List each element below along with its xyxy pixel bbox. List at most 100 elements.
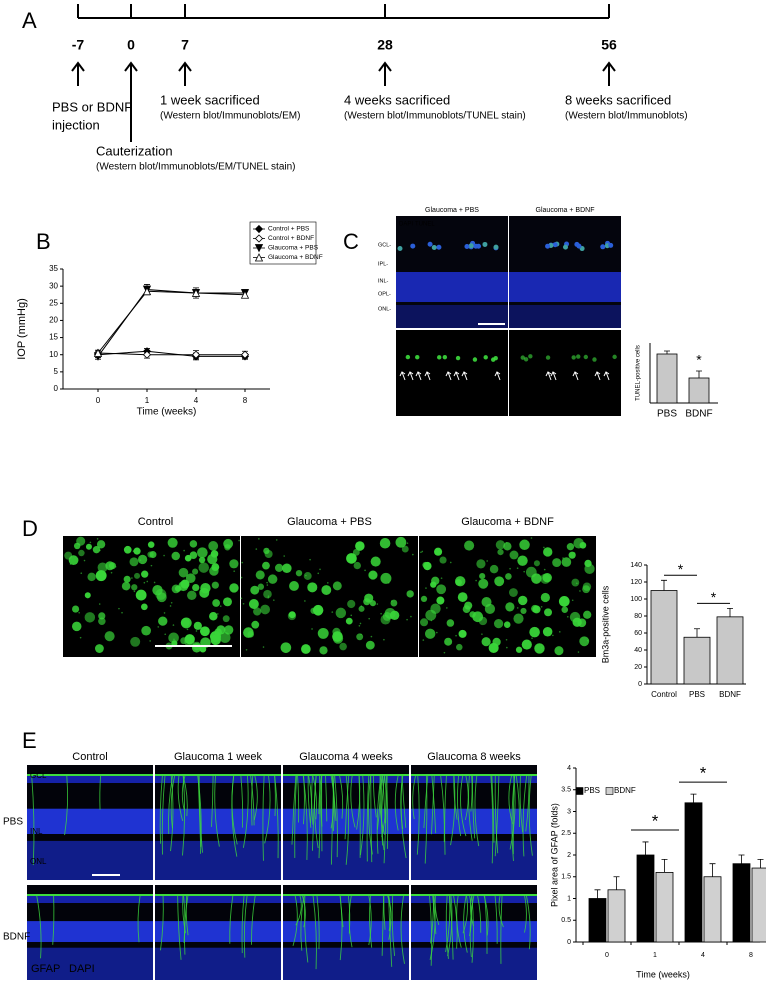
gfap-fiber xyxy=(469,894,475,958)
speck xyxy=(562,557,564,559)
speck xyxy=(540,605,543,608)
bar xyxy=(636,854,655,943)
speck xyxy=(420,551,422,554)
gfap-fiber xyxy=(229,894,234,944)
rgc-cell xyxy=(185,573,196,584)
rgc-cell xyxy=(71,621,82,632)
gfap-fiber xyxy=(453,894,458,949)
y-tick-label: 140 xyxy=(630,562,642,569)
rgc-cell xyxy=(168,632,179,644)
cell xyxy=(563,244,569,250)
rgc-cell xyxy=(352,548,360,556)
rgc-cell xyxy=(280,642,292,653)
rgc-cell xyxy=(68,555,79,566)
rgc-cell xyxy=(209,612,218,621)
gfap-fiber xyxy=(494,894,498,944)
gfap-fiber xyxy=(369,894,373,948)
gfap-fiber xyxy=(302,774,305,825)
error-bar xyxy=(709,863,716,877)
rgc-cell xyxy=(582,585,591,594)
error-bar xyxy=(661,579,667,591)
rgc-cell xyxy=(444,637,453,646)
gfap-fiber xyxy=(460,774,467,837)
rgc-cell xyxy=(505,602,515,612)
x-tick-label: 8 xyxy=(243,396,248,405)
x-tick-label: BDNF xyxy=(719,690,741,699)
gfap-fiber xyxy=(491,774,495,843)
speck xyxy=(114,566,117,568)
gfap-fiber xyxy=(99,774,102,810)
panel-label: A xyxy=(22,8,37,33)
rgc-cell xyxy=(561,606,569,614)
rgc-cell xyxy=(364,593,374,603)
speck xyxy=(110,571,113,574)
speck xyxy=(449,561,452,564)
speck xyxy=(410,615,412,618)
speck xyxy=(132,550,135,552)
speck xyxy=(317,572,320,575)
rgc-cell xyxy=(339,642,347,651)
bar xyxy=(684,802,703,943)
inl-layer xyxy=(155,808,281,834)
gfap-fiber xyxy=(331,774,337,821)
rgc-cell xyxy=(262,561,270,570)
arrow xyxy=(461,371,468,381)
tunel-cell xyxy=(523,357,529,362)
speck xyxy=(406,618,408,621)
speck xyxy=(157,626,160,628)
gfap-fiber xyxy=(462,894,468,934)
rgc-cell xyxy=(379,537,391,549)
rgc-cell xyxy=(508,588,518,597)
series-line xyxy=(97,289,245,357)
rgc-cell xyxy=(513,613,524,624)
gfap-fiber xyxy=(483,894,489,936)
gfap-fiber xyxy=(528,774,533,856)
gfap-fiber xyxy=(412,774,417,820)
rgc-cell xyxy=(347,599,356,609)
rgc-cell xyxy=(457,592,468,602)
speck xyxy=(446,607,448,609)
rgc-cell xyxy=(140,603,148,611)
speck xyxy=(186,628,189,631)
gfap-fiber xyxy=(464,774,469,821)
speck xyxy=(327,582,329,584)
speck xyxy=(455,634,457,637)
gcl-layer xyxy=(411,895,537,903)
speck xyxy=(577,651,580,653)
gfap-fiber xyxy=(400,894,405,964)
inl-layer xyxy=(27,921,153,942)
legend-label: Control + PBS xyxy=(268,226,310,233)
bar xyxy=(650,590,678,685)
bar xyxy=(656,353,678,404)
event-title: 8 weeks sacrificed xyxy=(565,92,671,107)
gfap-fiber xyxy=(468,774,473,841)
speck xyxy=(586,639,589,642)
rgc-cell xyxy=(423,561,432,571)
gfap-fiber xyxy=(295,894,302,926)
rgc-cell xyxy=(98,617,106,625)
x-axis-title: Time (weeks) xyxy=(636,969,690,979)
gfap-fiber xyxy=(376,774,381,830)
x-tick-label: 0 xyxy=(96,396,101,405)
arrow-head xyxy=(124,61,138,72)
gfap-fiber xyxy=(348,894,353,948)
gfap-fiber xyxy=(400,774,407,859)
rgc-cell xyxy=(92,545,101,554)
series-line xyxy=(97,352,245,356)
event-detail: (Western blot/Immunoblots/EM) xyxy=(160,111,300,122)
speck xyxy=(566,615,569,618)
legend-swatch xyxy=(605,787,614,795)
speck xyxy=(311,628,313,630)
rgc-cell xyxy=(472,611,484,623)
speck xyxy=(149,640,151,642)
rgc-cell xyxy=(274,563,284,572)
speck xyxy=(443,651,446,654)
speck xyxy=(99,549,101,552)
rgc-cell xyxy=(446,619,455,627)
column-label: Control xyxy=(72,751,107,763)
rgc-cell xyxy=(583,610,592,619)
speck xyxy=(173,638,175,641)
tunel-cell xyxy=(405,354,411,360)
gfap-fiber xyxy=(525,894,531,950)
rgc-cell xyxy=(464,601,473,610)
